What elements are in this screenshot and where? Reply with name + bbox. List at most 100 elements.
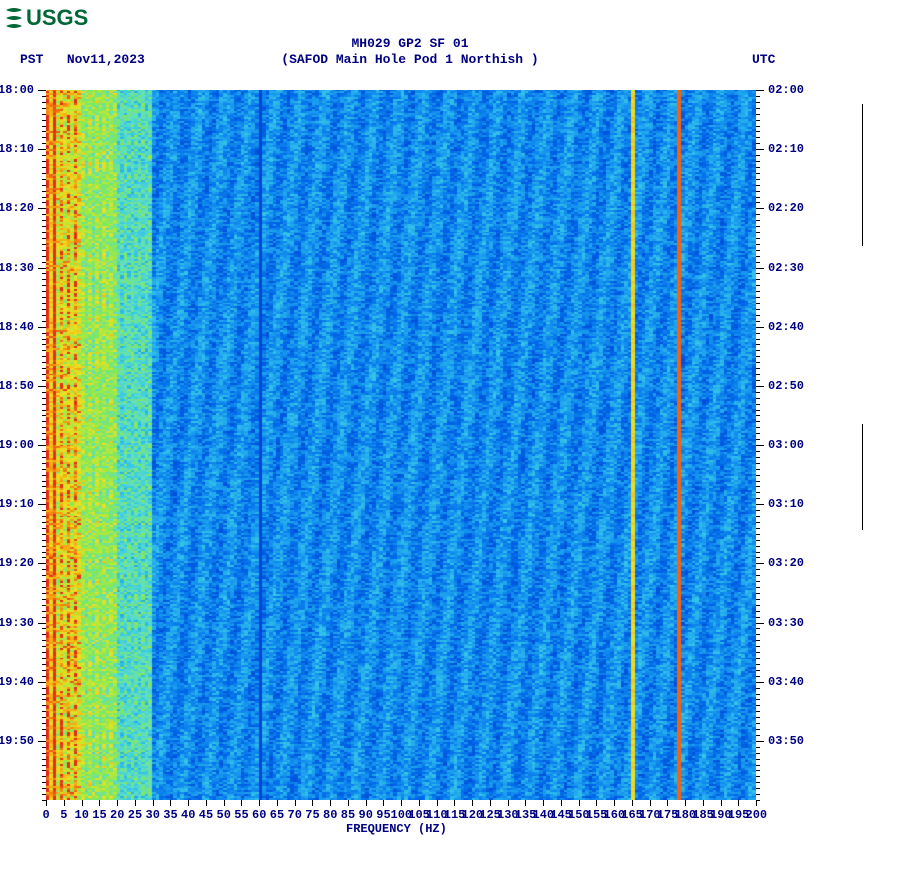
- y-tick-major: [38, 208, 46, 209]
- y-tick-minor: [42, 676, 46, 677]
- title-line2: (SAFOD Main Hole Pod 1 Northish ): [0, 52, 820, 67]
- x-tick: [366, 800, 367, 806]
- y-tick-minor: [756, 126, 760, 127]
- y-tick-minor: [42, 102, 46, 103]
- y-tick-minor: [756, 220, 760, 221]
- y-tick-minor: [756, 179, 760, 180]
- y-tick-minor: [42, 510, 46, 511]
- y-tick-minor: [756, 705, 760, 706]
- y-tick-minor: [42, 202, 46, 203]
- y-tick-minor: [756, 492, 760, 493]
- x-tick: [579, 800, 580, 806]
- y-tick-minor: [756, 404, 760, 405]
- x-tick: [419, 800, 420, 806]
- x-tick: [188, 800, 189, 806]
- y-tick-minor: [756, 729, 760, 730]
- y-tick-minor: [42, 646, 46, 647]
- y-tick-minor: [756, 457, 760, 458]
- x-tick: [312, 800, 313, 806]
- y-tick-major: [38, 386, 46, 387]
- y-tick-minor: [42, 191, 46, 192]
- y-tick-minor: [42, 640, 46, 641]
- y-tick-minor: [42, 557, 46, 558]
- y-tick-minor: [42, 120, 46, 121]
- y-tick-minor: [42, 569, 46, 570]
- x-tick-label: 75: [305, 808, 319, 822]
- y-tick-minor: [756, 380, 760, 381]
- y-tick-minor: [42, 220, 46, 221]
- y-tick-minor: [756, 759, 760, 760]
- y-tick-minor: [756, 433, 760, 434]
- y-tick-minor: [756, 173, 760, 174]
- y-tick-minor: [756, 421, 760, 422]
- y-tick-minor: [42, 226, 46, 227]
- y-tick-minor: [42, 362, 46, 363]
- x-tick: [508, 800, 509, 806]
- x-tick-label: 70: [288, 808, 302, 822]
- x-tick-label: 20: [110, 808, 124, 822]
- y-tick-minor: [42, 587, 46, 588]
- y-tick-minor: [756, 617, 760, 618]
- x-tick-label: 45: [199, 808, 213, 822]
- y-tick-minor: [42, 664, 46, 665]
- y-tick-minor: [42, 628, 46, 629]
- y-tick-minor: [756, 652, 760, 653]
- y-tick-minor: [42, 197, 46, 198]
- y-tick-minor: [42, 238, 46, 239]
- y-tick-major: [756, 504, 764, 505]
- y-tick-minor: [756, 244, 760, 245]
- x-tick-label: 15: [92, 808, 106, 822]
- y-tick-minor: [756, 333, 760, 334]
- y-tick-minor: [42, 694, 46, 695]
- y-tick-minor: [42, 688, 46, 689]
- y-tick-minor: [42, 705, 46, 706]
- x-tick: [170, 800, 171, 806]
- x-tick: [543, 800, 544, 806]
- y-tick-minor: [756, 694, 760, 695]
- y-tick-minor: [42, 534, 46, 535]
- y-tick-minor: [42, 735, 46, 736]
- right-tz-label: UTC: [752, 52, 775, 67]
- y-tick-minor: [756, 688, 760, 689]
- y-tick-minor: [42, 528, 46, 529]
- y-tick-minor: [756, 587, 760, 588]
- y-left-label: 19:40: [0, 675, 34, 689]
- x-tick: [241, 800, 242, 806]
- x-tick-label: 10: [75, 808, 89, 822]
- y-tick-minor: [756, 581, 760, 582]
- y-tick-minor: [756, 753, 760, 754]
- y-tick-minor: [42, 575, 46, 576]
- y-tick-minor: [756, 315, 760, 316]
- x-tick: [206, 800, 207, 806]
- y-tick-minor: [756, 297, 760, 298]
- y-tick-minor: [756, 711, 760, 712]
- y-tick-minor: [756, 469, 760, 470]
- y-tick-minor: [42, 670, 46, 671]
- x-tick: [632, 800, 633, 806]
- y-tick-minor: [756, 197, 760, 198]
- y-tick-minor: [42, 546, 46, 547]
- x-tick: [490, 800, 491, 806]
- y-tick-minor: [756, 664, 760, 665]
- y-tick-minor: [42, 605, 46, 606]
- x-tick: [437, 800, 438, 806]
- y-tick-minor: [42, 658, 46, 659]
- spectrogram-plot: [46, 90, 756, 800]
- y-tick-minor: [756, 155, 760, 156]
- y-tick-minor: [756, 575, 760, 576]
- x-tick: [472, 800, 473, 806]
- y-tick-major: [756, 563, 764, 564]
- y-tick-minor: [756, 161, 760, 162]
- x-tick: [685, 800, 686, 806]
- y-tick-minor: [756, 285, 760, 286]
- y-tick-minor: [42, 333, 46, 334]
- x-tick: [348, 800, 349, 806]
- y-tick-minor: [42, 404, 46, 405]
- y-tick-minor: [42, 469, 46, 470]
- y-tick-minor: [756, 185, 760, 186]
- y-tick-minor: [756, 356, 760, 357]
- y-tick-minor: [42, 415, 46, 416]
- usgs-logo: USGS: [4, 4, 100, 35]
- y-tick-minor: [42, 788, 46, 789]
- y-left-label: 18:50: [0, 379, 34, 393]
